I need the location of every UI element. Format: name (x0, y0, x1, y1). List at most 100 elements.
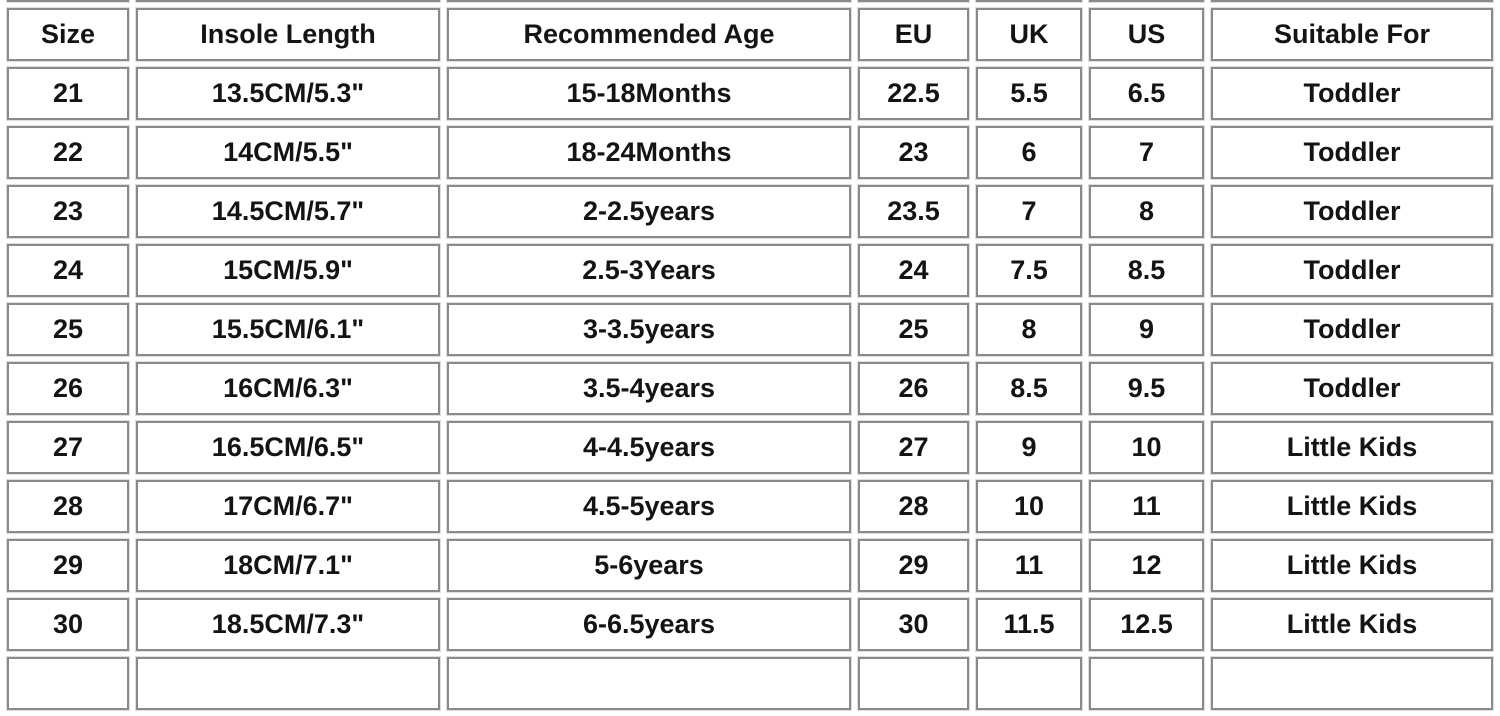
cropped-cell-recommended-age (447, 0, 851, 2)
cell-us: 7 (1089, 126, 1204, 179)
cell-us: 9 (1089, 303, 1204, 356)
cell-recommended-age: 4-4.5years (447, 421, 851, 474)
cropped-cell-eu (858, 0, 969, 2)
cell-suitable-for: Toddler (1211, 362, 1493, 415)
cell-us: 12.5 (1089, 598, 1204, 651)
table-row: 23 14.5CM/5.7" 2-2.5years 23.5 7 8 Toddler (7, 185, 1493, 238)
size-chart-body: Size Insole Length Recommended Age EU UK US Su… (7, 0, 1493, 710)
cell-insole-length: 16.5CM/6.5" (136, 421, 440, 474)
cell-uk: 11.5 (976, 598, 1082, 651)
cell-suitable-for: Toddler (1211, 303, 1493, 356)
cell-us: 6.5 (1089, 67, 1204, 120)
table-row: 22 14CM/5.5" 18-24Months 23 6 7 Toddler (7, 126, 1493, 179)
cell-eu: 24 (858, 244, 969, 297)
cell-us: 8.5 (1089, 244, 1204, 297)
cropped-row-bottom (7, 657, 1493, 710)
cell-eu: 22.5 (858, 67, 969, 120)
cell-size: 25 (7, 303, 129, 356)
cell-insole-length: 15CM/5.9" (136, 244, 440, 297)
cell-uk: 7.5 (976, 244, 1082, 297)
cell-suitable-for: Little Kids (1211, 539, 1493, 592)
cell-insole-length: 18CM/7.1" (136, 539, 440, 592)
cropped-cell-suitable-for (1211, 0, 1493, 2)
cell-eu: 30 (858, 598, 969, 651)
cell-eu: 25 (858, 303, 969, 356)
header-row: Size Insole Length Recommended Age EU UK US Su… (7, 8, 1493, 61)
cell-size: 27 (7, 421, 129, 474)
header-cell-insole-length: Insole Length (136, 8, 440, 61)
cell-size: 30 (7, 598, 129, 651)
cell-recommended-age: 2-2.5years (447, 185, 851, 238)
cell-uk: 11 (976, 539, 1082, 592)
cropped-cell-size (7, 0, 129, 2)
cell-insole-length: 18.5CM/7.3" (136, 598, 440, 651)
cell-recommended-age: 18-24Months (447, 126, 851, 179)
cell-eu: 28 (858, 480, 969, 533)
cell-eu: 23.5 (858, 185, 969, 238)
cell-suitable-for: Little Kids (1211, 598, 1493, 651)
cropped-cell-eu (858, 657, 969, 710)
header-cell-recommended-age: Recommended Age (447, 8, 851, 61)
cell-uk: 5.5 (976, 67, 1082, 120)
cell-uk: 9 (976, 421, 1082, 474)
cropped-cell-insole-length (136, 0, 440, 2)
cell-insole-length: 14CM/5.5" (136, 126, 440, 179)
cropped-cell-us (1089, 657, 1204, 710)
cropped-cell-suitable-for (1211, 657, 1493, 710)
cell-insole-length: 16CM/6.3" (136, 362, 440, 415)
header-cell-us: US (1089, 8, 1204, 61)
cropped-cell-insole-length (136, 657, 440, 710)
table-row: 27 16.5CM/6.5" 4-4.5years 27 9 10 Little Kids (7, 421, 1493, 474)
cell-recommended-age: 15-18Months (447, 67, 851, 120)
table-row: 25 15.5CM/6.1" 3-3.5years 25 8 9 Toddler (7, 303, 1493, 356)
table-row: 29 18CM/7.1" 5-6years 29 11 12 Little Kids (7, 539, 1493, 592)
cell-suitable-for: Little Kids (1211, 480, 1493, 533)
table-row: 24 15CM/5.9" 2.5-3Years 24 7.5 8.5 Toddler (7, 244, 1493, 297)
cropped-cell-us (1089, 0, 1204, 2)
cell-suitable-for: Toddler (1211, 126, 1493, 179)
cell-size: 29 (7, 539, 129, 592)
cell-recommended-age: 4.5-5years (447, 480, 851, 533)
cell-eu: 29 (858, 539, 969, 592)
cell-suitable-for: Toddler (1211, 244, 1493, 297)
table-row: 28 17CM/6.7" 4.5-5years 28 10 11 Little Kids (7, 480, 1493, 533)
cell-size: 26 (7, 362, 129, 415)
cell-recommended-age: 6-6.5years (447, 598, 851, 651)
cell-size: 28 (7, 480, 129, 533)
cell-eu: 23 (858, 126, 969, 179)
cell-uk: 8.5 (976, 362, 1082, 415)
cell-recommended-age: 3.5-4years (447, 362, 851, 415)
header-cell-suitable-for: Suitable For (1211, 8, 1493, 61)
cell-suitable-for: Little Kids (1211, 421, 1493, 474)
header-cell-size: Size (7, 8, 129, 61)
cell-eu: 26 (858, 362, 969, 415)
cell-suitable-for: Toddler (1211, 67, 1493, 120)
cropped-cell-uk (976, 0, 1082, 2)
cell-insole-length: 15.5CM/6.1" (136, 303, 440, 356)
cell-insole-length: 13.5CM/5.3" (136, 67, 440, 120)
cropped-cell-recommended-age (447, 657, 851, 710)
cell-uk: 6 (976, 126, 1082, 179)
cell-recommended-age: 3-3.5years (447, 303, 851, 356)
cell-us: 8 (1089, 185, 1204, 238)
cell-recommended-age: 2.5-3Years (447, 244, 851, 297)
cell-uk: 7 (976, 185, 1082, 238)
cell-size: 21 (7, 67, 129, 120)
cell-us: 9.5 (1089, 362, 1204, 415)
cell-size: 22 (7, 126, 129, 179)
cell-suitable-for: Toddler (1211, 185, 1493, 238)
cell-eu: 27 (858, 421, 969, 474)
cropped-cell-size (7, 657, 129, 710)
cell-uk: 8 (976, 303, 1082, 356)
cell-uk: 10 (976, 480, 1082, 533)
cell-us: 12 (1089, 539, 1204, 592)
cell-size: 23 (7, 185, 129, 238)
cropped-cell-uk (976, 657, 1082, 710)
header-cell-eu: EU (858, 8, 969, 61)
cell-us: 10 (1089, 421, 1204, 474)
table-row: 26 16CM/6.3" 3.5-4years 26 8.5 9.5 Toddler (7, 362, 1493, 415)
header-cell-uk: UK (976, 8, 1082, 61)
cell-insole-length: 14.5CM/5.7" (136, 185, 440, 238)
